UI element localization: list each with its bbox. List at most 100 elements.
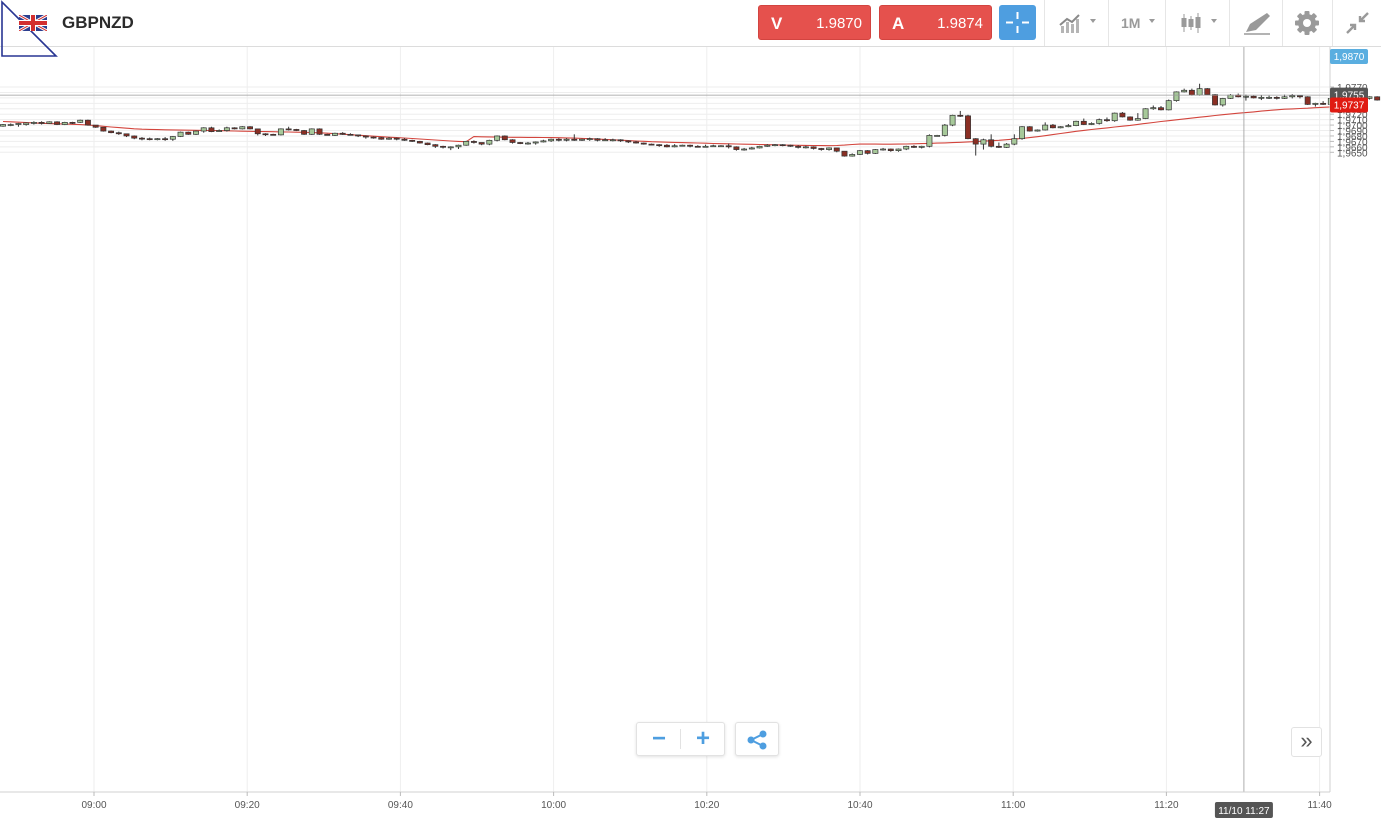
candle-body (123, 133, 130, 137)
buy-button[interactable]: A 1.9874 (879, 5, 992, 40)
candle-body (7, 124, 14, 126)
candle (1134, 113, 1141, 121)
candle (694, 145, 701, 148)
zoom-out-button[interactable]: − (651, 725, 666, 752)
candle-body (1057, 126, 1064, 129)
candle-body (586, 138, 593, 141)
candle-body (571, 138, 578, 141)
zoom-controls: − + (636, 722, 725, 756)
candle-body (895, 148, 902, 151)
candle (1196, 83, 1203, 96)
candle (494, 135, 501, 142)
candle-body (648, 143, 655, 146)
candle-body (285, 128, 292, 131)
sell-button[interactable]: V 1.9870 (758, 5, 871, 40)
candle (131, 135, 138, 140)
candle (7, 123, 14, 127)
candle-body (30, 122, 37, 124)
candle-body (1250, 95, 1257, 99)
candle (1111, 112, 1118, 122)
candle-body (254, 128, 261, 135)
candle-body (864, 150, 871, 154)
candle (748, 146, 755, 150)
candle-body (988, 139, 995, 147)
top-price-marker: 1,9870 (1330, 49, 1368, 64)
scroll-to-latest-button[interactable]: » (1291, 727, 1322, 757)
candle (61, 121, 68, 126)
chart-type-button[interactable] (1044, 0, 1108, 46)
candle-body (293, 129, 300, 131)
buy-label: A (892, 14, 905, 33)
candle-body (139, 137, 145, 140)
candle-body (949, 114, 956, 126)
candle-body (470, 141, 477, 143)
candle (911, 145, 917, 148)
candle-body (934, 135, 941, 137)
price-tick-label: 1,9690 (1337, 127, 1368, 138)
candle (787, 144, 794, 147)
candle (710, 144, 717, 148)
candle (193, 130, 199, 135)
candle (656, 144, 663, 147)
settings-button[interactable] (1282, 0, 1332, 46)
candle-body (965, 115, 971, 140)
candle (617, 139, 624, 142)
drawing-tools-button[interactable] (1229, 0, 1282, 46)
candle-body (694, 145, 701, 148)
candle-body (301, 130, 308, 135)
minimize-button[interactable] (1332, 0, 1381, 46)
candle-body (131, 135, 138, 139)
candle-type-button[interactable] (1165, 0, 1229, 46)
sell-price: 1.9870 (816, 15, 862, 32)
candle-body (115, 132, 122, 135)
candle (470, 140, 477, 144)
candle (648, 143, 655, 146)
candle (1073, 120, 1080, 127)
candle-body (77, 119, 84, 123)
candle (864, 150, 871, 155)
timeframe-button[interactable]: 1M (1108, 0, 1165, 46)
candle-body (1212, 94, 1218, 106)
candle (92, 124, 99, 128)
candle (1127, 116, 1134, 121)
timeframe-label: 1M (1121, 15, 1141, 31)
candle (15, 122, 22, 127)
candle-body (779, 144, 786, 147)
candle-body (579, 138, 585, 141)
candle (316, 128, 323, 135)
price-tick-label: 1,9680 (1337, 132, 1368, 143)
candle-body (69, 122, 76, 124)
crosshair-icon (1006, 12, 1029, 33)
candle-body (61, 122, 68, 125)
candle (208, 126, 215, 133)
candle-body (455, 144, 462, 148)
time-tick-label: 11:00 (1001, 800, 1026, 811)
price-chart[interactable]: 1,96501,96601,96701,96801,96901,97001,97… (0, 47, 1381, 823)
candle-body (555, 138, 562, 141)
candle-body (1227, 94, 1234, 99)
candle (586, 137, 593, 141)
candle (463, 140, 470, 146)
share-button[interactable] (735, 722, 779, 756)
candle (108, 130, 115, 134)
candle-body (1073, 120, 1080, 126)
candle (702, 144, 709, 148)
zoom-in-button[interactable]: + (695, 725, 710, 752)
candle (370, 136, 377, 139)
candle (54, 121, 60, 126)
candle (779, 144, 786, 147)
candle (733, 146, 740, 151)
candle-body (833, 147, 840, 152)
candle-body (1034, 129, 1041, 132)
candle (1104, 117, 1110, 122)
candle-body (1374, 96, 1381, 101)
candle-body (887, 148, 894, 151)
candle-body (1019, 126, 1025, 140)
candle-body (911, 145, 917, 148)
candle-body (841, 150, 848, 157)
candle-body (432, 144, 439, 147)
candle-body (154, 138, 161, 141)
crosshair-button[interactable] (999, 5, 1036, 40)
price-tick-label: 1,9720 (1337, 110, 1368, 121)
candle-body (1065, 125, 1072, 128)
